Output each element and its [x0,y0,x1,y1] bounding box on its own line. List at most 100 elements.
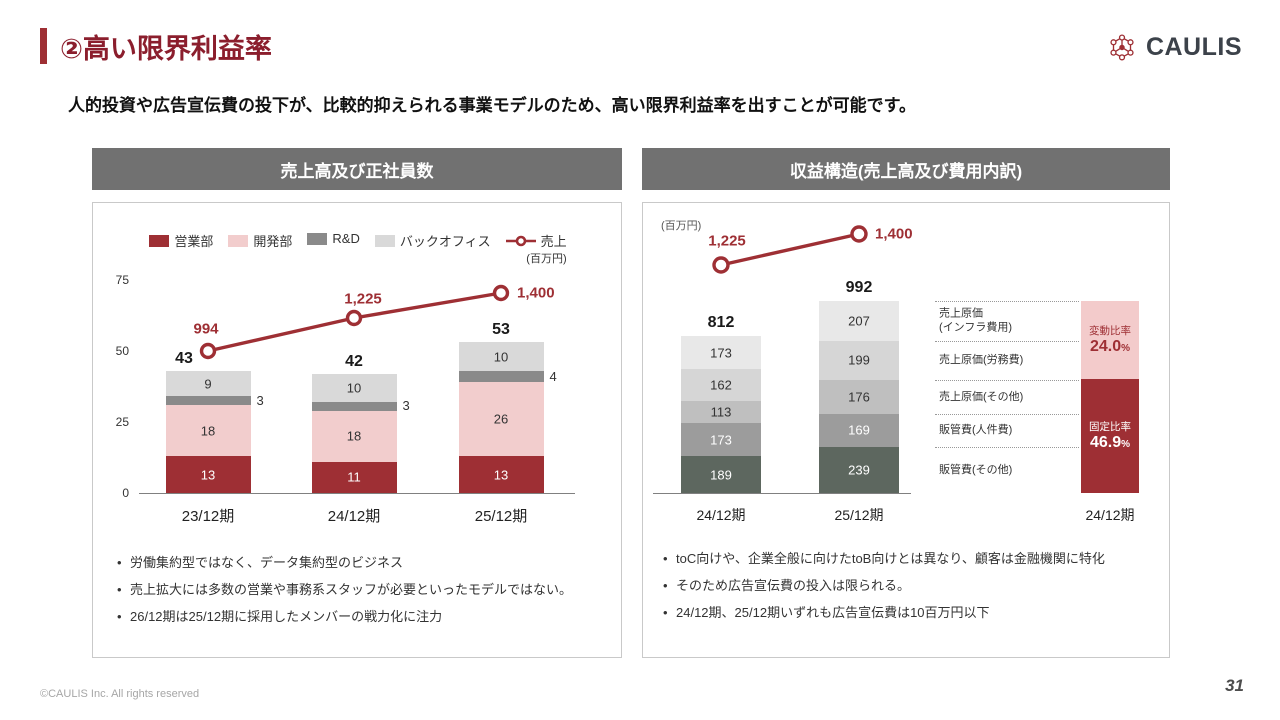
cost-item-label: 販管費(その他) [939,463,1012,477]
legend-label: バックオフィス [399,234,491,249]
segment-value: 169 [848,422,870,438]
bar-segment-back-office [311,373,397,403]
dotted-separator [935,446,1079,448]
bar-segment-4 [681,456,761,493]
segment-value: 113 [710,404,732,420]
left-panel-title: 売上高及び正社員数 [92,148,622,190]
cost-item-label: 売上原価(その他) [939,390,1023,404]
x-category-label: 23/12期 [181,508,235,525]
legend-item-back-office: バックオフィス [374,231,491,250]
variable-ratio-section: 変動比率 24.0% [1081,301,1139,379]
cost-item-line: (インフラ費用) [939,322,1012,335]
right-panel-title: 収益構造(売上高及び費用内訳) [642,148,1170,190]
copyright: ©CAULIS Inc. All rights reserved [40,688,200,700]
bar-segment-rnd [165,396,251,405]
bar-total: 53 [492,321,510,339]
y-tick-label: 0 [122,486,129,500]
bar-total: 43 [175,349,193,367]
x-category-label: 25/12期 [474,508,528,525]
x-category-label: 25/12期 [834,507,884,523]
x-category-label: 24/12期 [1085,507,1135,523]
bar-total: 42 [345,352,363,370]
fixed-ratio-section-value: 46.9% [1090,434,1130,452]
bar-segment-0 [819,301,899,342]
revenue-line [199,284,510,360]
line-value-label: 1,225 [708,232,746,250]
fixed-ratio-section: 固定比率 46.9% [1081,379,1139,493]
caulis-logo-icon [1110,34,1134,61]
variable-ratio-section-percent-sign: % [1121,343,1131,355]
legend-line-row: 売上 [505,231,567,250]
bar-segment-4 [819,446,899,493]
segment-value: 11 [347,469,361,485]
y-tick-label: 25 [115,415,129,429]
bullet-item: 売上拡大には多数の営業や事務系スタッフが必要といったモデルではない。 [115,582,609,599]
segment-value: 173 [710,432,732,448]
line-value-label: 994 [193,320,219,338]
dotted-separator [935,413,1079,415]
cost-item-line: 売上原価 [939,307,983,320]
legend-swatch-rnd [307,232,328,245]
bar-segment-dev-dept [165,404,251,457]
page-number: 31 [1225,676,1244,695]
x-axis-line [653,493,911,494]
bar-segment-1 [819,341,899,380]
left-panel-bullets: 労働集約型ではなく、データ集約型のビジネス売上拡大には多数の営業や事務系スタッフ… [115,555,609,636]
caulis-logo-text: CAULIS [1145,32,1242,61]
cost-item-line: 売上原価(その他) [939,390,1024,403]
page-title: ②高い限界利益率 [60,34,272,64]
segment-value: 189 [710,467,732,483]
cost-item-label: 売上原価(労務費) [939,353,1023,367]
dotted-separator [935,379,1079,381]
segment-value: 26 [493,411,509,427]
bar-segment-sales-dept [165,456,251,493]
segment-value: 176 [848,389,870,405]
legend-item-sales-dept: 営業部 [149,231,213,250]
segment-value: 207 [848,313,870,329]
y-tick-label: 50 [115,344,129,358]
bullet-item: そのため広告宣伝費の投入は限られる。 [661,578,1159,595]
bullet-item: 労働集約型ではなく、データ集約型のビジネス [115,555,609,572]
legend-swatch-dev-dept [228,234,249,247]
segment-value: 3 [256,392,264,408]
chart-legend: 営業部 開発部 R&D バックオフィス 売上 (百万円) [123,231,593,266]
legend-line-marker-icon [505,235,536,246]
legend-label: 売上 [540,234,567,249]
segment-value: 13 [493,467,509,483]
segment-value: 9 [204,376,212,392]
caulis-logo: CAULIS [1105,30,1242,64]
bar-segment-rnd [311,402,397,411]
right-panel-bullets: toC向けや、企業全般に向けたtoB向けとは異なり、顧客は金融機関に特化そのため… [661,551,1159,632]
bar-total: 812 [707,313,735,331]
bar-segment-back-office [165,370,251,397]
legend-swatch-back-office [374,234,395,247]
bar-segment-sales-dept [458,456,544,493]
cost-item-label: 販管費(人件費) [939,423,1012,437]
segment-value: 239 [848,462,870,478]
dotted-separator [935,341,1079,343]
segment-value: 199 [848,352,870,368]
cost-item-line: 売上原価(労務費) [939,354,1024,367]
legend-label: 開発部 [253,234,293,249]
revenue-line [712,225,868,274]
bar-segment-2 [681,400,761,423]
fixed-ratio-section-label: 固定比率 [1089,421,1131,434]
bullet-item: 26/12期は25/12期に採用したメンバーの戦力化に注力 [115,609,609,626]
legend-label: 営業部 [174,234,214,249]
fixed-ratio-section-percent-sign: % [1121,439,1131,451]
fixed-ratio-section-number: 46.9 [1089,434,1122,452]
x-category-label: 24/12期 [327,508,381,525]
segment-value: 10 [493,349,509,365]
left-chart-panel: 営業部 開発部 R&D バックオフィス 売上 (百万円) 0 25 50 75 13 18 3 9 43 23… [92,202,622,658]
legend-item-revenue-line: 売上 (百万円) [505,231,567,266]
bar-segment-0 [681,335,761,370]
unit-label: (百万円) [661,220,702,232]
bar-segment-3 [819,413,899,447]
line-value-label: 1,225 [344,290,382,308]
legend-item-rnd: R&D [307,231,360,246]
y-tick-label: 75 [115,273,129,287]
bullet-item: 24/12期、25/12期いずれも広告宣伝費は10百万円以下 [661,605,1159,622]
segment-value: 162 [710,377,732,393]
dotted-separator [935,301,1079,302]
legend-swatch-sales-dept [149,234,170,247]
